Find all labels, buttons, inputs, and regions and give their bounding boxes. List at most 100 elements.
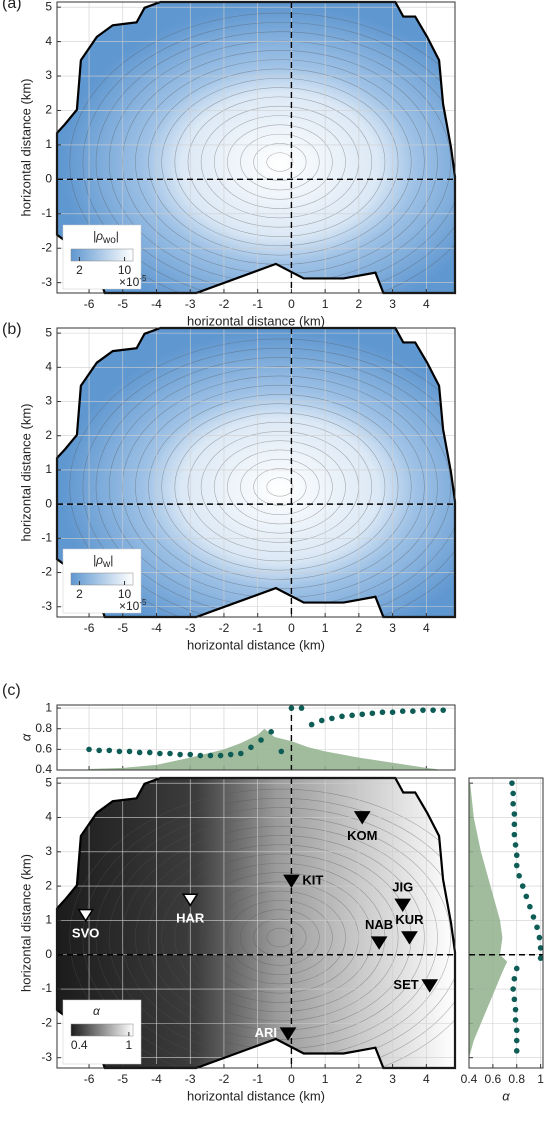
x-tick-label: 4 bbox=[423, 621, 430, 635]
x-tick-label: -4 bbox=[151, 297, 162, 311]
contour bbox=[187, 96, 373, 228]
contour bbox=[253, 468, 307, 506]
contour bbox=[240, 458, 320, 515]
contour bbox=[148, 68, 412, 256]
x-tick-label: -4 bbox=[151, 1072, 162, 1086]
contour bbox=[161, 853, 399, 1022]
alpha-point bbox=[197, 752, 204, 759]
station-label: SVO bbox=[72, 926, 99, 941]
colorbar-tick-label: 10 bbox=[118, 263, 132, 277]
alpha-point bbox=[106, 747, 113, 754]
y-tick-label: 0.8 bbox=[35, 721, 52, 735]
station-marker bbox=[394, 898, 412, 912]
alpha-point bbox=[440, 707, 446, 713]
density-area bbox=[89, 728, 444, 770]
x-tick-label: -2 bbox=[219, 297, 230, 311]
alpha-point bbox=[511, 975, 518, 982]
colorbar-multiplier-base: ×10 bbox=[119, 275, 140, 289]
station-marker bbox=[370, 936, 388, 950]
contour bbox=[227, 449, 333, 525]
alpha-point bbox=[268, 729, 274, 735]
contour bbox=[135, 835, 425, 1040]
alpha-point bbox=[512, 842, 519, 848]
x-tick-label: 1 bbox=[322, 621, 329, 635]
y-tick-label: -2 bbox=[41, 565, 52, 579]
contour bbox=[213, 890, 346, 985]
alpha-point bbox=[116, 748, 123, 755]
contour bbox=[148, 394, 412, 580]
alpha-point bbox=[318, 717, 325, 724]
alpha-point bbox=[258, 737, 264, 743]
contour bbox=[187, 421, 373, 552]
y-tick-label: -2 bbox=[41, 240, 52, 254]
y-tick-label: 4 bbox=[45, 34, 52, 48]
x-tick-label: -6 bbox=[84, 621, 95, 635]
alpha-point bbox=[288, 705, 295, 711]
alpha-point bbox=[510, 986, 516, 992]
y-tick-label: 3 bbox=[45, 68, 52, 82]
x-tick-label: 1 bbox=[322, 1072, 329, 1086]
x-tick-label: 0.8 bbox=[508, 1072, 525, 1086]
x-axis-label: horizontal distance (km) bbox=[187, 637, 325, 652]
alpha-point bbox=[523, 893, 530, 900]
y-tick-label: 0.6 bbox=[35, 742, 52, 756]
x-tick-label: -1 bbox=[252, 621, 263, 635]
alpha-point bbox=[430, 707, 436, 713]
alpha-point bbox=[369, 710, 376, 717]
station-label: KIT bbox=[302, 872, 323, 887]
x-tick-label: -4 bbox=[151, 621, 162, 635]
x-tick-label: 2 bbox=[356, 1072, 363, 1086]
colorbar-multiplier: ×10-5 bbox=[119, 598, 147, 613]
colorbar-label-text: |ρ bbox=[93, 229, 103, 243]
colorbar-label: |ρwo| bbox=[93, 229, 119, 245]
y-tick-label: 2 bbox=[45, 878, 52, 892]
x-tick-label: -5 bbox=[117, 621, 128, 635]
station-marker bbox=[279, 1027, 297, 1041]
y-tick-label: 0 bbox=[45, 496, 52, 510]
contour bbox=[174, 412, 386, 562]
y-tick-label: 2 bbox=[45, 103, 52, 117]
colorbar-tick-label: 1 bbox=[126, 1038, 133, 1052]
alpha-point bbox=[339, 713, 345, 720]
station-label: KOM bbox=[347, 828, 377, 843]
axes-box bbox=[56, 777, 456, 1069]
alpha-point bbox=[511, 996, 518, 1003]
alpha-point bbox=[527, 903, 533, 910]
contour bbox=[135, 59, 425, 265]
alpha-point bbox=[389, 709, 396, 716]
colorbar-tick-label: 2 bbox=[76, 263, 83, 277]
contour bbox=[82, 22, 455, 293]
contour bbox=[227, 124, 333, 200]
alpha-point bbox=[329, 715, 335, 722]
colorbar-label-text: α bbox=[93, 1004, 101, 1018]
alpha-point bbox=[509, 780, 515, 786]
alpha-point bbox=[513, 965, 520, 972]
y-tick-label: 3 bbox=[45, 844, 52, 858]
x-tick-label: -6 bbox=[84, 297, 95, 311]
alpha-point bbox=[510, 800, 516, 807]
alpha-point bbox=[207, 752, 214, 759]
alpha-point bbox=[146, 749, 153, 756]
y-tick-label: 3 bbox=[45, 394, 52, 408]
y-tick-label: 2 bbox=[45, 428, 52, 442]
colorbar-label-text: | bbox=[110, 553, 113, 567]
panel-label: (a) bbox=[2, 0, 22, 12]
y-tick-label: -3 bbox=[41, 1050, 52, 1064]
station-label: KUR bbox=[395, 912, 424, 927]
x-tick-label: -5 bbox=[117, 297, 128, 311]
station-marker bbox=[421, 979, 439, 993]
y-tick-label: 4 bbox=[45, 810, 52, 824]
colorbar-label-text: | bbox=[116, 229, 119, 243]
alpha-point bbox=[511, 831, 518, 838]
contour bbox=[174, 87, 386, 237]
colorbar-tick-label: 0.4 bbox=[71, 1038, 88, 1052]
alpha-point bbox=[530, 914, 537, 920]
colorbar bbox=[70, 1023, 134, 1037]
x-tick-label: -3 bbox=[185, 297, 196, 311]
x-tick-label: 2 bbox=[356, 297, 363, 311]
y-tick-label: 0 bbox=[45, 172, 52, 186]
alpha-point bbox=[534, 924, 540, 931]
x-tick-label: 0 bbox=[288, 1072, 295, 1086]
contour bbox=[161, 403, 399, 571]
